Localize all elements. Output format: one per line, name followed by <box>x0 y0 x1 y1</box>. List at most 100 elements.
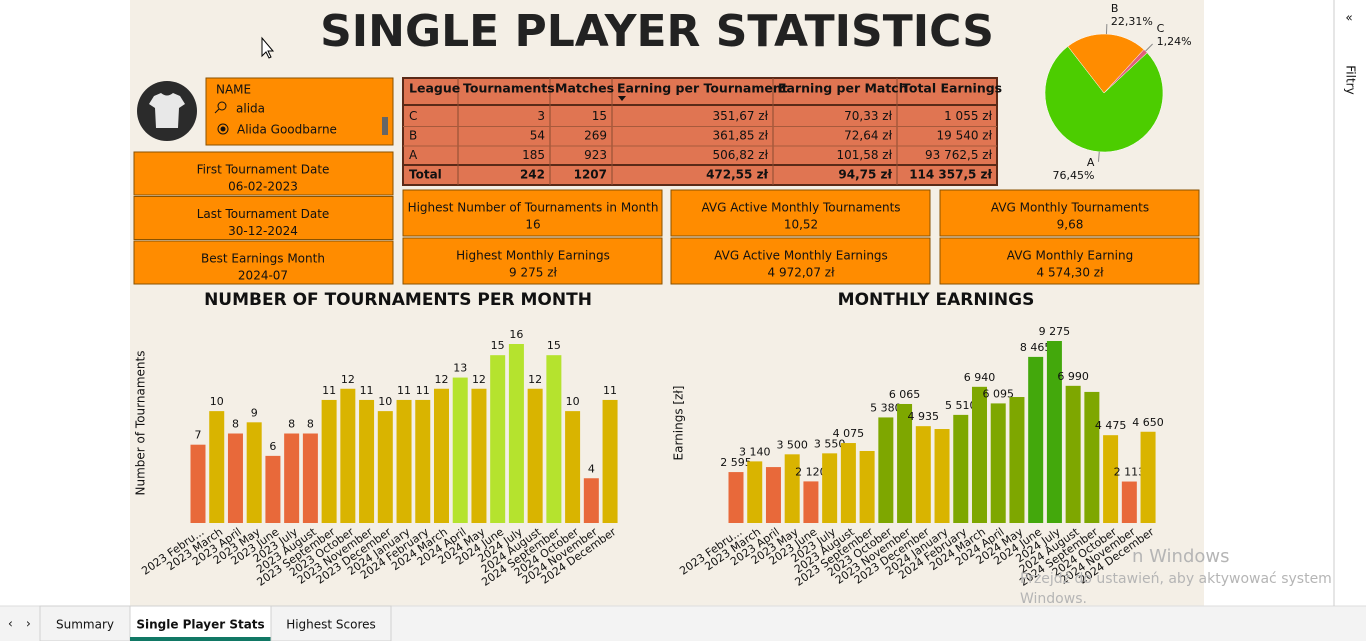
data-label: 8 <box>288 418 295 431</box>
table-total-cell: 94,75 zł <box>838 168 892 182</box>
date-card-label: Last Tournament Date <box>197 207 330 221</box>
slicer-search[interactable]: alida <box>236 102 265 116</box>
data-label: 10 <box>566 395 580 408</box>
bar <box>1028 356 1044 523</box>
kpi-card <box>670 237 931 285</box>
data-label: 6 940 <box>964 371 996 384</box>
bar <box>433 388 449 523</box>
data-label: 9 275 <box>1039 325 1071 338</box>
sheet-tab-label[interactable]: Summary <box>56 618 114 632</box>
bar <box>209 411 225 523</box>
bar <box>990 403 1006 523</box>
date-card-value: 30-12-2024 <box>228 224 298 238</box>
bar <box>1103 435 1119 523</box>
table-header[interactable]: League <box>409 81 460 96</box>
bar <box>377 411 393 523</box>
name-slicer[interactable] <box>205 77 394 146</box>
date-card-value: 06-02-2023 <box>228 180 298 194</box>
table-cell: B <box>409 129 417 143</box>
data-label: 11 <box>360 384 374 397</box>
kpi-card-value: 16 <box>525 218 540 232</box>
table-total-cell: 242 <box>520 168 545 182</box>
bar <box>546 355 562 523</box>
kpi-card-value: 9 275 zł <box>509 266 557 280</box>
filters-title[interactable]: Filtry <box>1344 65 1358 94</box>
bar <box>471 388 487 523</box>
bar <box>822 453 838 523</box>
table-header[interactable]: Total Earnings <box>902 81 1002 96</box>
bar <box>302 433 318 523</box>
table-cell: 361,85 zł <box>712 129 768 143</box>
kpi-card-value: 10,52 <box>784 218 818 232</box>
data-label: 4 475 <box>1095 419 1127 432</box>
table-total-cell: 472,55 zł <box>706 168 768 182</box>
kpi-card-value: 4 972,07 zł <box>768 266 836 280</box>
chart-title: MONTHLY EARNINGS <box>838 290 1035 310</box>
bar <box>971 386 987 523</box>
tab-nav-next[interactable]: › <box>26 617 31 631</box>
data-label: 12 <box>472 373 486 386</box>
sheet-tab-label[interactable]: Single Player Stats <box>136 618 264 632</box>
table-cell: 70,33 zł <box>844 109 892 123</box>
table-cell: 269 <box>584 129 607 143</box>
data-label: 4 075 <box>833 427 865 440</box>
table-cell: 19 540 zł <box>936 129 992 143</box>
collapse-filters[interactable]: « <box>1345 11 1352 25</box>
data-label: 13 <box>453 362 467 375</box>
pie-value-label: 22,31% <box>1111 15 1153 28</box>
table-header[interactable]: Earning per Tournament <box>617 81 788 96</box>
bar <box>840 443 856 523</box>
kpi-card-label: Highest Number of Tournaments in Month <box>408 201 659 215</box>
table-cell: 93 762,5 zł <box>925 148 993 162</box>
data-label: 6 990 <box>1057 370 1089 383</box>
data-label: 6 095 <box>982 387 1014 400</box>
kpi-card-label: AVG Monthly Tournaments <box>991 201 1149 215</box>
date-card <box>133 240 394 285</box>
bar <box>1084 391 1100 523</box>
bar <box>1009 397 1025 523</box>
table-cell: 72,64 zł <box>844 129 892 143</box>
table-header[interactable]: Tournaments <box>463 81 555 96</box>
active-tab-indicator <box>130 637 271 641</box>
tab-nav-prev[interactable]: ‹ <box>8 617 13 631</box>
table-header[interactable]: Matches <box>555 81 614 96</box>
pie-leader <box>1145 43 1153 52</box>
search-icon <box>217 101 227 111</box>
data-label: 8 465 <box>1020 341 1052 354</box>
table-bg <box>402 77 998 186</box>
date-card <box>133 151 394 196</box>
pie-category: B <box>1111 2 1119 15</box>
bar <box>565 411 581 523</box>
pie-leader <box>1097 151 1100 162</box>
date-card-value: 2024-07 <box>238 269 288 283</box>
slicer-option[interactable]: Alida Goodbarne <box>237 123 337 137</box>
table-cell: 54 <box>530 129 545 143</box>
radio-button[interactable] <box>217 123 229 135</box>
data-label: 4 <box>588 462 595 475</box>
jersey-icon <box>149 93 185 128</box>
date-card-label: First Tournament Date <box>197 163 330 177</box>
y-axis-title: Earnings [zł] <box>672 386 686 461</box>
data-label: 12 <box>434 373 448 386</box>
sheet-tab-label[interactable]: Highest Scores <box>286 618 376 632</box>
bar <box>359 399 375 523</box>
bar <box>803 481 819 523</box>
table-cell: 3 <box>537 109 545 123</box>
pie-slice <box>1067 33 1145 94</box>
chart-title: NUMBER OF TOURNAMENTS PER MONTH <box>204 290 592 310</box>
search-icon-handle <box>214 108 220 114</box>
sheet-tab[interactable] <box>270 605 392 641</box>
sheet-tab[interactable] <box>39 605 131 641</box>
bar <box>1046 341 1062 523</box>
table-header[interactable]: Earning per Match <box>778 81 908 96</box>
table-cell: 1 055 zł <box>944 109 992 123</box>
sheet-tab[interactable] <box>129 605 272 641</box>
bar <box>747 461 763 523</box>
data-label: 10 <box>378 395 392 408</box>
table-total-cell: Total <box>409 168 442 182</box>
bar <box>1121 481 1137 523</box>
slicer-scrollbar[interactable] <box>382 117 388 135</box>
bar <box>1065 385 1081 523</box>
bar <box>284 433 300 523</box>
